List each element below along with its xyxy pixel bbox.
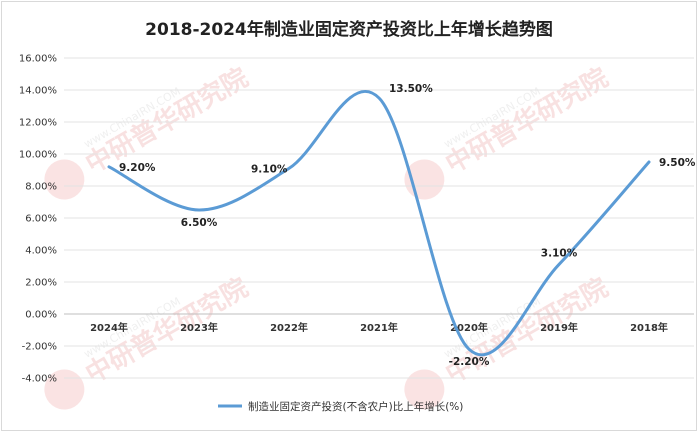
y-tick-label: 2.00% (25, 278, 57, 289)
data-label: 9.10% (251, 163, 288, 175)
legend[interactable]: 制造业固定资产投资(不含农户)比上年增长(%) (218, 400, 463, 413)
data-label: -2.20% (449, 356, 490, 368)
x-axis-ticks: 2024年 2023年 2022年 2021年 2020年 2019年 2018年 (90, 321, 668, 334)
y-tick-label: 4.00% (25, 246, 57, 257)
y-tick-label: 6.00% (25, 214, 57, 225)
data-label: 3.10% (541, 247, 578, 259)
series-line (107, 89, 651, 357)
x-tick-label: 2023年 (180, 321, 218, 334)
data-label: 13.50% (389, 83, 433, 95)
y-tick-label: -4.00% (22, 374, 57, 385)
y-tick-label: 12.00% (19, 118, 57, 129)
x-tick-label: 2022年 (270, 321, 308, 334)
watermark-text: 中研普华研究院 (440, 62, 613, 180)
y-axis-ticks: 16.00% 14.00% 12.00% 10.00% 8.00% 6.00% 4.00% 2… (19, 54, 57, 385)
x-tick-label: 2024年 (90, 321, 128, 334)
y-tick-label: 8.00% (25, 182, 57, 193)
y-tick-label: 14.00% (19, 86, 57, 97)
watermark-logo (404, 369, 445, 410)
x-tick-label: 2020年 (450, 321, 488, 334)
watermark-logo (44, 369, 85, 410)
watermark-text: 中研普华研究院 (80, 62, 253, 180)
data-label: 9.50% (659, 157, 696, 169)
data-label: 9.20% (119, 162, 156, 174)
y-tick-label: 10.00% (19, 150, 57, 161)
y-tick-label: 16.00% (19, 54, 57, 65)
x-tick-label: 2019年 (540, 321, 578, 334)
data-labels: 9.20% 6.50% 9.10% 13.50% -2.20% 3.10% 9.50% (119, 83, 696, 368)
chart-title: 2018-2024年制造业固定资产投资比上年增长趋势图 (145, 19, 553, 40)
y-tick-label: 0.00% (25, 310, 57, 321)
y-tick-label: -2.00% (22, 342, 57, 353)
x-tick-label: 2018年 (630, 321, 668, 334)
legend-label: 制造业固定资产投资(不含农户)比上年增长(%) (248, 400, 463, 413)
data-label: 6.50% (181, 217, 218, 229)
x-tick-label: 2021年 (360, 321, 398, 334)
watermark-logo (44, 159, 85, 200)
